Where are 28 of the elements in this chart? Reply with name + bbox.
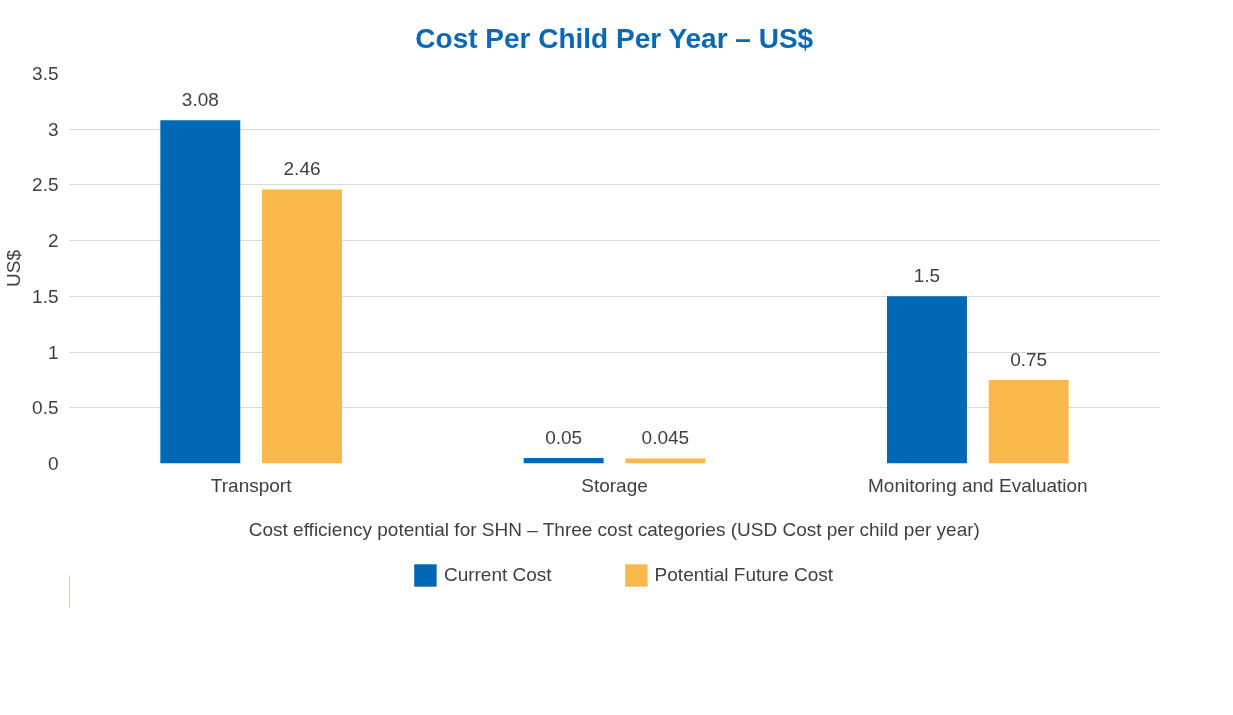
bar [887, 296, 967, 464]
x-tick-label: Storage [581, 474, 648, 496]
data-label: 0.045 [641, 427, 690, 449]
bar [988, 379, 1069, 464]
y-tick-label: 3 [47, 118, 59, 140]
y-tick-label: 3.5 [32, 63, 59, 84]
data-label: 0.75 [1010, 348, 1048, 370]
data-label: 0.05 [545, 426, 583, 448]
y-tick-label: 2 [47, 230, 59, 252]
bar [262, 189, 342, 464]
legend-label: Current Cost [443, 564, 552, 586]
chart-title: Cost Per Child Per Year – US$ [415, 22, 814, 54]
y-tick-label: 0 [47, 453, 59, 474]
bar [523, 457, 604, 464]
data-label: 1.5 [913, 265, 941, 287]
y-tick-label: 2.5 [32, 174, 59, 196]
x-axis-title: Cost efficiency potential for SHN – Three cost categories (USD Cost per child per year) [248, 518, 980, 540]
data-label: 2.46 [283, 158, 321, 180]
x-tick-label: Transport [210, 474, 293, 496]
data-label: 3.08 [181, 89, 219, 111]
bar [625, 458, 706, 464]
legend-label: Potential Future Cost [654, 564, 834, 586]
y-tick-label: 1.5 [32, 285, 59, 307]
y-tick-label: 0.5 [32, 397, 59, 419]
x-tick-label: Monitoring and Evaluation [867, 474, 1088, 496]
y-tick-label: 1 [47, 341, 59, 363]
y-axis-title: US$ [3, 249, 25, 287]
bar [160, 120, 241, 464]
